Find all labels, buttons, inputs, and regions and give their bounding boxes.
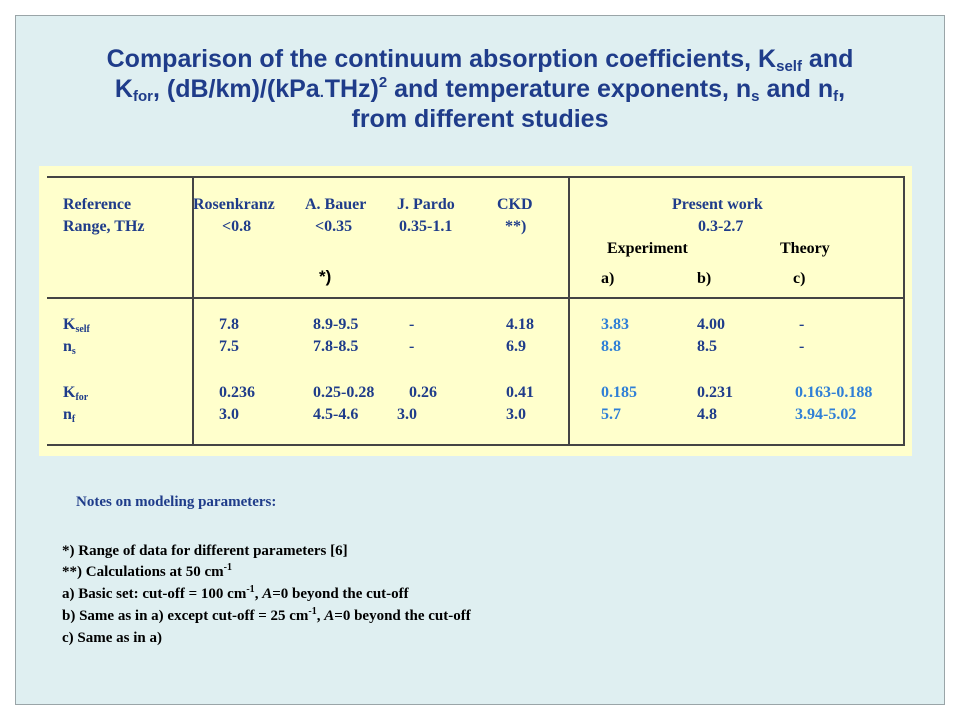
row-label: nf (63, 406, 76, 425)
header-ckd: CKD (497, 196, 533, 213)
header-present-work: Present work (672, 196, 763, 213)
header-col-a: a) (601, 270, 615, 287)
cell-present-b: 4.00 (697, 316, 725, 333)
header-rosenkranz: Rosenkranz (193, 196, 275, 213)
title-subscript: self (776, 58, 802, 75)
title-text: , (838, 75, 846, 103)
note-5: c) Same as in a) (62, 630, 162, 646)
cell-present-b: 0.231 (697, 384, 733, 401)
header-reference: Reference (63, 196, 132, 213)
notes-heading: Notes on modeling parameters: (76, 494, 277, 510)
title-subscript: s (751, 88, 760, 105)
title-text: Comparison of the continuum absorption c… (106, 45, 777, 73)
cell-present-c: - (799, 338, 805, 355)
slide-title: Comparison of the continuum absorption c… (0, 44, 960, 134)
header-experiment: Experiment (607, 240, 688, 257)
cell-present-c: 0.163-0.188 (795, 384, 873, 401)
header-theory: Theory (780, 240, 830, 257)
bauer-range: <0.35 (315, 218, 353, 235)
cell-bauer: 0.25-0.28 (313, 384, 375, 401)
cell-ckd: 6.9 (506, 338, 526, 355)
title-superscript: 2 (378, 74, 388, 91)
cell-present-c: 3.94-5.02 (795, 406, 857, 423)
cell-ckd: 4.18 (506, 316, 534, 333)
bauer-note-marker: *) (319, 267, 332, 286)
note-2: **) Calculations at 50 cm-1 (62, 562, 232, 581)
note-4: b) Same as in a) except cut-off = 25 cm-… (62, 606, 471, 625)
rosenkranz-range: <0.8 (222, 218, 252, 235)
cell-pardo: - (409, 338, 415, 355)
row-label: Kfor (63, 384, 89, 403)
title-text: and temperature exponents, n (387, 75, 752, 103)
cell-present-a: 3.83 (601, 316, 629, 333)
title-subscript: f (833, 88, 839, 105)
column-divider (192, 176, 194, 446)
pardo-range: 0.35-1.1 (399, 218, 453, 235)
title-dot: · (319, 88, 325, 105)
cell-pardo: - (409, 316, 415, 333)
header-pardo: J. Pardo (397, 196, 455, 213)
note-3: a) Basic set: cut-off = 100 cm-1, A=0 be… (62, 584, 409, 603)
cell-present-c: - (799, 316, 805, 333)
title-text: THz) (324, 75, 379, 103)
cell-bauer: 7.8-8.5 (313, 338, 359, 355)
row-label: ns (63, 338, 76, 357)
cell-pardo: 0.26 (409, 384, 437, 401)
cell-present-a: 0.185 (601, 384, 637, 401)
cell-present-b: 4.8 (697, 406, 717, 423)
table-bottom-rule (47, 444, 904, 446)
title-subscript: for (132, 88, 153, 105)
comparison-table: Reference Range, THz Rosenkranz <0.8 A. … (39, 166, 912, 456)
title-text: K (114, 75, 133, 103)
note-1: *) Range of data for different parameter… (62, 543, 348, 559)
cell-rosenkranz: 7.8 (219, 316, 239, 333)
ckd-range: **) (505, 218, 527, 235)
title-text: and (801, 45, 854, 73)
cell-bauer: 4.5-4.6 (313, 406, 359, 423)
table-header-rule (47, 297, 904, 299)
cell-ckd: 0.41 (506, 384, 534, 401)
header-col-c: c) (793, 270, 806, 287)
header-bauer: A. Bauer (305, 196, 367, 213)
row-label: Kself (63, 316, 90, 335)
cell-present-a: 8.8 (601, 338, 621, 355)
cell-rosenkranz: 7.5 (219, 338, 239, 355)
title-line-1: Comparison of the continuum absorption c… (0, 44, 960, 74)
cell-rosenkranz: 0.236 (219, 384, 255, 401)
cell-present-b: 8.5 (697, 338, 717, 355)
title-text: , (dB/km)/(kPa (152, 75, 320, 103)
cell-present-a: 5.7 (601, 406, 621, 423)
header-range: Range, THz (63, 218, 145, 235)
cell-bauer: 8.9-9.5 (313, 316, 359, 333)
title-line-2: Kfor, (dB/km)/(kPa·THz)2 and temperature… (0, 74, 960, 104)
column-divider (568, 176, 570, 446)
column-divider (903, 176, 905, 446)
present-range: 0.3-2.7 (698, 218, 744, 235)
table-top-rule (47, 176, 904, 178)
header-col-b: b) (697, 270, 712, 287)
cell-ckd: 3.0 (506, 406, 526, 423)
title-text: and n (759, 75, 834, 103)
cell-rosenkranz: 3.0 (219, 406, 239, 423)
cell-pardo: 3.0 (397, 406, 417, 423)
title-line-3: from different studies (351, 105, 609, 133)
